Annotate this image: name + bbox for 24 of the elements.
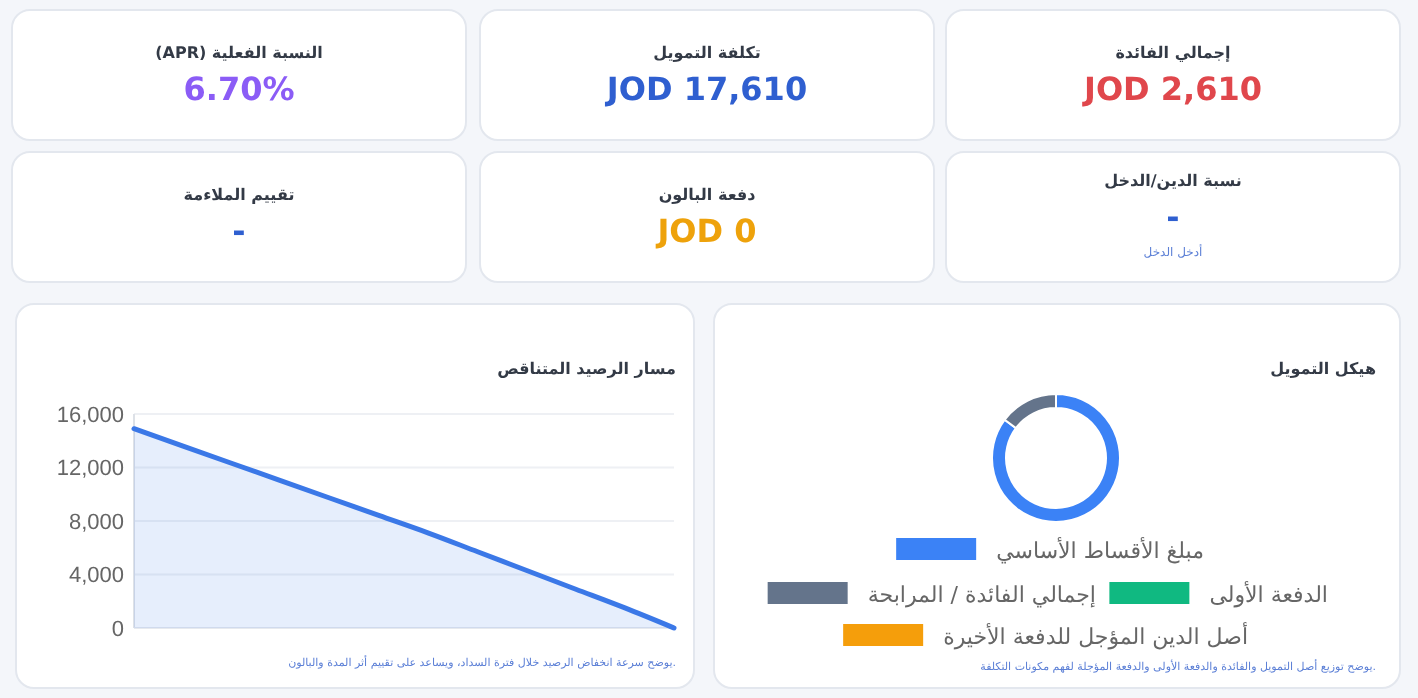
text: JOD 2,610 [1081,70,1263,108]
legend-label: مبلغ الأقساط الأساسي [996,535,1205,564]
text: JOD 0 [655,212,757,250]
text: نسبة الدين/الدخل [1104,172,1242,190]
donut-slice [991,393,1121,523]
y-tick-label: 16,000 [56,403,124,428]
chart-title: مسار الرصيد المتناقص [497,360,677,378]
text: - [232,212,246,250]
legend-label: إجمالي الفائدة / المرابحة [867,581,1096,608]
text: إجمالي الفائدة [1115,44,1232,62]
text: تقييم الملاءمة [183,186,295,204]
text: 6.70% [183,70,295,108]
y-tick-label: 4,000 [68,564,124,589]
text: - [1166,198,1180,236]
legend-label: أصل الدين المؤجل للدفعة الأخيرة [943,621,1248,650]
text: النسبة الفعلية (APR) [155,44,324,62]
text: تكلفة التمويل [653,44,761,62]
text: دفعة البالون [658,186,756,204]
y-tick-label: 0 [111,617,124,642]
y-tick-label: 12,000 [56,457,124,482]
y-tick-label: 8,000 [68,510,124,535]
text: JOD 17,610 [604,70,808,108]
legend-label: الدفعة الأولى [1209,579,1328,608]
text: هيكل التمويل [1270,360,1377,378]
